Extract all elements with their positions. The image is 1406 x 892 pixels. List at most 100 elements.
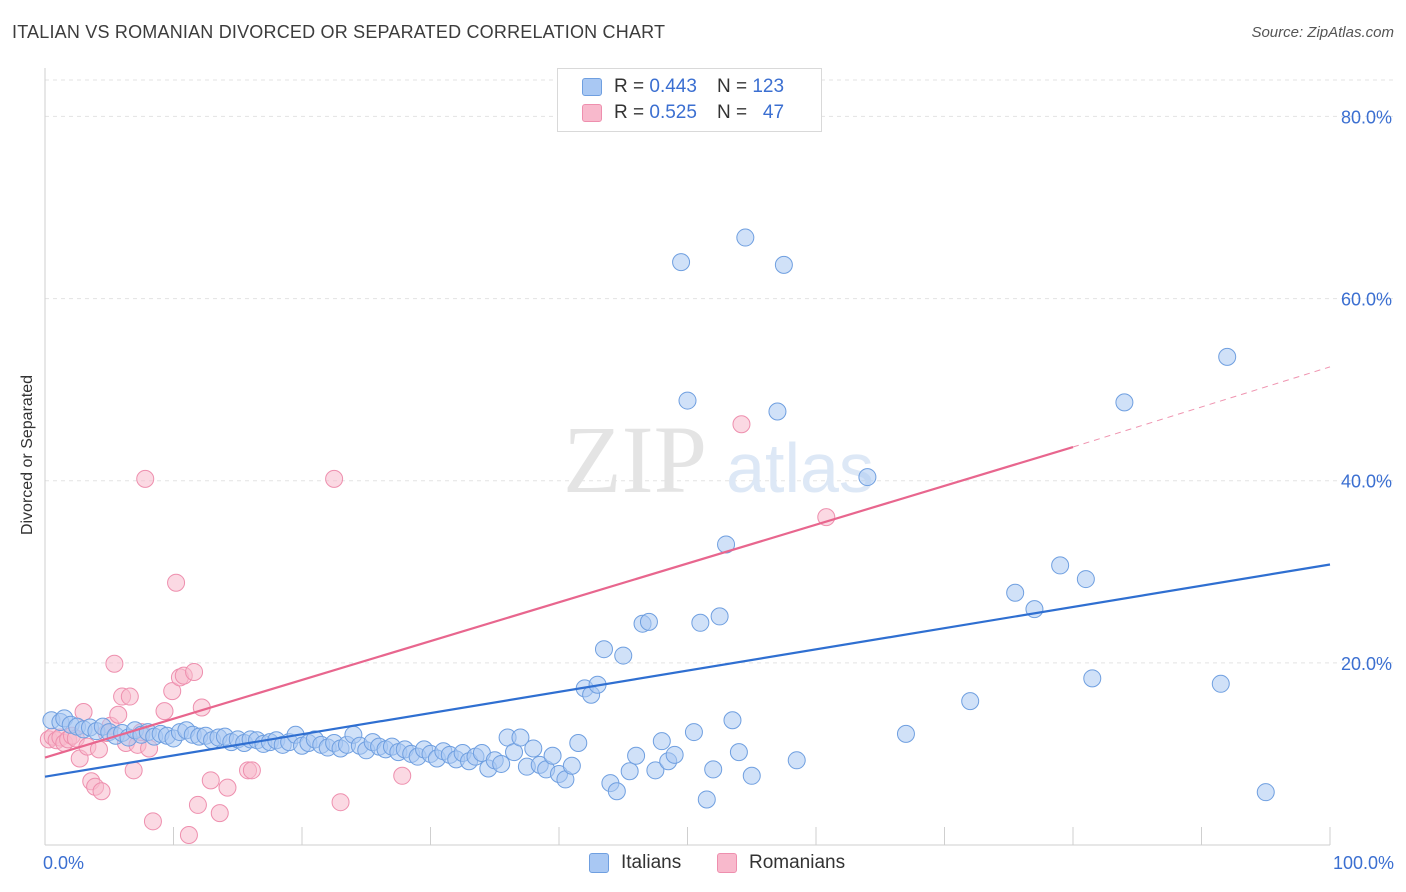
romanian-point [163, 682, 182, 701]
n-value: 47 [762, 102, 785, 123]
italian-point [665, 745, 684, 764]
romanians-trend-extension [1072, 366, 1331, 448]
romanian-point [120, 687, 139, 706]
romanian-point [218, 778, 237, 797]
italians-points [42, 228, 1275, 809]
italian-point [1083, 669, 1102, 688]
italian-point [620, 762, 639, 781]
italian-point [1211, 674, 1230, 693]
italian-point [511, 728, 530, 747]
legend-item-romanians[interactable]: Romanians [717, 852, 845, 874]
romanian-point [732, 415, 751, 434]
italian-point [543, 746, 562, 765]
italian-point [1218, 347, 1237, 366]
italian-point [652, 732, 671, 751]
italian-point [614, 646, 633, 665]
romanians-swatch [582, 104, 602, 122]
n-label: N = [716, 102, 748, 123]
romanians-swatch [717, 853, 737, 873]
italians-swatch [582, 78, 602, 96]
watermark: ZIP atlas [563, 406, 874, 513]
italian-point [1051, 556, 1070, 575]
italian-point [742, 766, 761, 785]
italian-point [569, 734, 588, 752]
tick-labels: 20.0% 40.0% 60.0% 80.0% 0.0% 100.0% [43, 107, 1394, 873]
italian-point [723, 711, 742, 730]
italians-swatch [589, 853, 609, 873]
romanian-point [201, 771, 220, 790]
italian-point [896, 724, 915, 743]
r-label: R = [614, 102, 645, 123]
series-legend: Italians Romanians [0, 852, 1406, 878]
romanians-trend-line [44, 445, 1074, 759]
romanian-point [325, 469, 344, 488]
trend-lines [44, 366, 1331, 778]
y-tick-label: 60.0% [1341, 290, 1392, 310]
romanian-point [393, 766, 412, 785]
italian-point [691, 613, 710, 632]
italian-point [627, 746, 646, 765]
romanian-point [331, 793, 350, 812]
romanians-points [39, 415, 836, 844]
italian-point [858, 468, 877, 487]
romanian-point [136, 469, 155, 488]
romanian-point [105, 654, 124, 673]
italian-point [672, 253, 691, 272]
romanian-point [124, 761, 143, 780]
romanian-point [185, 662, 204, 681]
x-tick-label-max: 100.0% [1333, 853, 1394, 873]
grid-lines [45, 79, 1393, 664]
y-tick-label: 80.0% [1341, 107, 1392, 127]
n-value: 123 [752, 76, 785, 97]
romanian-point [109, 705, 128, 724]
romanian-point [143, 812, 162, 831]
italian-point [1256, 783, 1275, 802]
italian-point [1115, 393, 1134, 412]
r-label: R = [614, 76, 645, 97]
italian-point [678, 391, 697, 410]
romanian-point [155, 702, 174, 721]
chart-title: ITALIAN VS ROMANIAN DIVORCED OR SEPARATE… [12, 22, 666, 42]
romanian-point [179, 825, 198, 844]
source-label: Source: ZipAtlas.com [1251, 24, 1394, 41]
italian-point [594, 640, 613, 659]
italian-point [562, 756, 581, 775]
y-tick-label: 40.0% [1341, 472, 1392, 492]
italian-point [774, 255, 793, 274]
italian-point [646, 761, 665, 780]
italian-point [768, 402, 787, 421]
italian-point [607, 782, 626, 801]
romanian-point [92, 782, 111, 801]
italian-point [524, 739, 543, 758]
italian-point [697, 790, 716, 809]
romanian-point [188, 795, 207, 814]
y-tick-label: 20.0% [1341, 654, 1392, 674]
legend-row-italians: R = 0.443 N = 123 [582, 74, 784, 100]
italian-point [684, 723, 703, 742]
watermark-zip: ZIP [563, 406, 707, 513]
italian-point [1006, 583, 1025, 602]
legend-row-romanians: R = 0.525 N = 47 [582, 100, 784, 126]
italian-point [961, 692, 980, 711]
romanian-point [242, 761, 261, 780]
italian-point [639, 612, 658, 631]
watermark-atlas: atlas [726, 429, 874, 507]
italian-point [736, 228, 755, 247]
italians-trend-line [44, 563, 1331, 778]
italian-point [729, 743, 748, 762]
romanian-point [210, 804, 229, 823]
italian-point [704, 760, 723, 779]
italian-point [787, 751, 806, 770]
r-value: 0.443 [649, 76, 697, 97]
r-value: 0.525 [649, 102, 697, 123]
legend-label-romanians: Romanians [749, 852, 846, 873]
italian-point [492, 754, 511, 773]
italian-point [1076, 570, 1095, 589]
n-label: N = [716, 76, 748, 97]
italian-point [710, 607, 729, 626]
x-tick-label-min: 0.0% [43, 853, 84, 873]
legend-label-italians: Italians [621, 852, 682, 873]
legend-item-italians[interactable]: Italians [589, 852, 681, 874]
correlation-legend: R = 0.443 N = 123 R = 0.525 N = 47 [557, 68, 822, 132]
